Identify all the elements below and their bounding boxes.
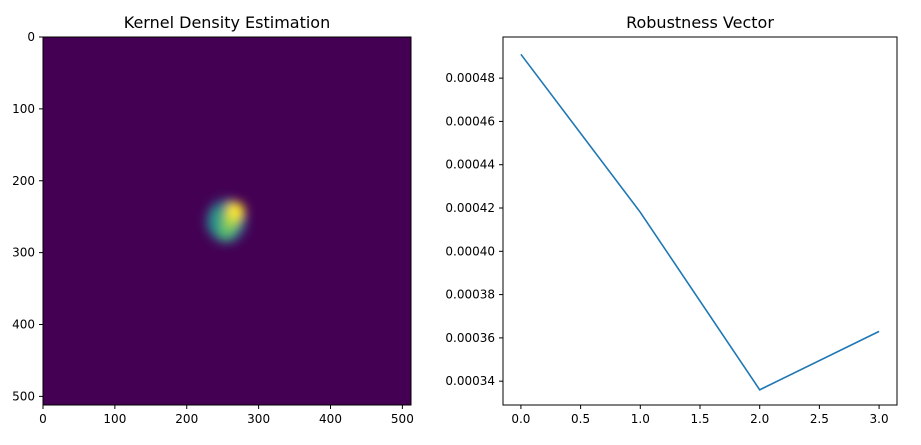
y-tick-label: 0.00046 (445, 114, 495, 128)
y-tick-label: 100 (12, 102, 35, 116)
robustness-panel: Robustness Vector 0.0 0.5 1.0 1.5 2.0 2.5 3.0 … (445, 13, 898, 426)
robustness-y-axis: 0.00034 0.00036 0.00038 0.00040 0.00042 0.000… (445, 71, 503, 388)
y-tick-label: 500 (12, 389, 35, 403)
y-tick-label: 0.00040 (445, 244, 495, 258)
x-tick-label: 0.5 (571, 412, 590, 426)
x-tick-label: 100 (103, 412, 126, 426)
x-tick-label: 0.0 (511, 412, 530, 426)
x-tick-label: 200 (175, 412, 198, 426)
kde-panel: Kernel Density Estimation 0 100 200 300 400 5… (12, 13, 414, 426)
x-tick-label: 1.5 (690, 412, 709, 426)
y-tick-label: 0.00042 (445, 201, 495, 215)
y-tick-label: 0.00044 (445, 158, 495, 172)
x-tick-label: 300 (247, 412, 270, 426)
kde-peak (211, 208, 227, 223)
kde-peak (226, 201, 245, 220)
y-tick-label: 300 (12, 246, 35, 260)
x-tick-label: 2.5 (810, 412, 829, 426)
x-tick-label: 0 (39, 412, 47, 426)
robustness-x-axis: 0.0 0.5 1.0 1.5 2.0 2.5 3.0 (511, 405, 889, 426)
y-tick-label: 200 (12, 174, 35, 188)
y-tick-label: 0 (27, 30, 35, 44)
x-tick-label: 400 (319, 412, 342, 426)
x-tick-label: 3.0 (870, 412, 889, 426)
y-tick-label: 0.00034 (445, 374, 495, 388)
y-tick-label: 400 (12, 318, 35, 332)
x-tick-label: 1.0 (631, 412, 650, 426)
kde-x-axis: 0 100 200 300 400 500 (39, 405, 414, 426)
series-line (520, 53, 880, 391)
x-tick-label: 500 (391, 412, 414, 426)
x-tick-label: 2.0 (750, 412, 769, 426)
robustness-title: Robustness Vector (626, 13, 774, 32)
y-tick-label: 0.00036 (445, 331, 495, 345)
robustness-series (520, 53, 880, 391)
kde-density-blobs (206, 199, 247, 243)
y-tick-label: 0.00038 (445, 288, 495, 302)
kde-axes-frame (42, 36, 412, 406)
kde-title: Kernel Density Estimation (124, 13, 330, 32)
kde-y-axis: 0 100 200 300 400 500 (12, 30, 43, 403)
robustness-axes-frame (502, 36, 898, 406)
y-tick-label: 0.00048 (445, 71, 495, 85)
